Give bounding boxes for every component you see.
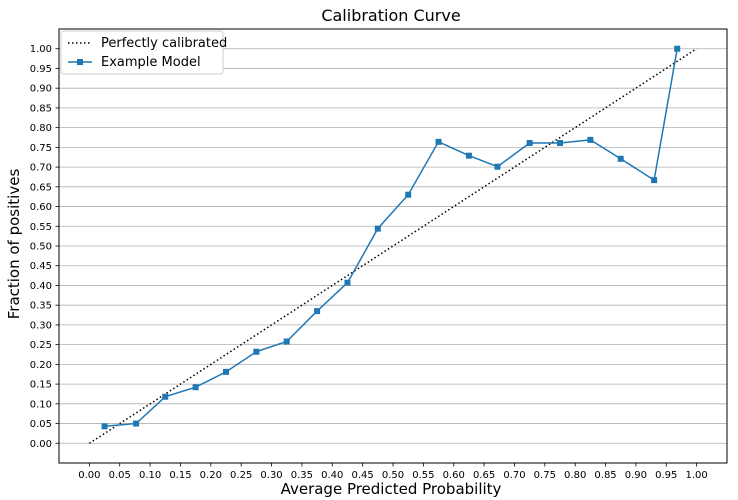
data-point: [253, 348, 260, 355]
y-tick-label: 0.50: [30, 242, 52, 253]
legend: Perfectly calibrated Example Model: [60, 30, 227, 75]
data-point: [133, 420, 140, 427]
x-tick-label: 0.35: [291, 470, 313, 481]
y-tick-label: 0.70: [30, 163, 52, 174]
legend-label-perfectly-calibrated: Perfectly calibrated: [101, 36, 227, 51]
y-tick-label: 0.25: [30, 340, 52, 351]
x-tick-label: 0.20: [200, 470, 222, 481]
data-point: [674, 45, 681, 52]
data-point: [223, 368, 229, 375]
y-tick-label: 0.35: [30, 301, 52, 312]
x-tick-label: 0.85: [594, 470, 616, 481]
data-point: [162, 393, 169, 400]
series-layer: [88, 45, 698, 444]
x-tick-label: 0.75: [534, 470, 556, 481]
data-point: [314, 308, 321, 315]
chart-title: Calibration Curve: [321, 6, 460, 25]
data-point: [374, 225, 381, 232]
y-tick-label: 0.00: [30, 439, 52, 450]
y-tick-label: 0.75: [30, 143, 52, 154]
data-point: [192, 384, 199, 391]
y-tick-label: 0.30: [30, 320, 52, 331]
grid-lines: [59, 48, 727, 444]
x-tick-label: 0.60: [443, 470, 465, 481]
x-tick-label: 0.80: [564, 470, 586, 481]
x-tick-label: 1.00: [686, 470, 708, 481]
x-tick-label: 0.15: [169, 470, 191, 481]
data-point: [617, 155, 624, 162]
legend-box: [60, 30, 224, 75]
x-tick-label: 0.10: [139, 470, 161, 481]
y-tick-label: 0.65: [30, 182, 52, 193]
x-tick-label: 0.90: [625, 470, 647, 481]
y-tick-label: 0.45: [30, 261, 52, 272]
y-tick-label: 0.90: [30, 84, 52, 95]
x-tick-label: 0.65: [473, 470, 495, 481]
y-tick-label: 0.60: [30, 202, 52, 213]
data-point: [557, 140, 563, 147]
x-axis-title: Average Predicted Probability: [281, 480, 502, 498]
y-axis-title: Fraction of positives: [5, 169, 23, 320]
legend-marker-example-model: [77, 59, 83, 65]
y-tick-label: 0.05: [30, 419, 52, 430]
y-tick-label: 0.85: [30, 103, 52, 114]
y-tick-label: 0.20: [30, 360, 52, 371]
x-tick-label: 0.25: [230, 470, 252, 481]
data-point: [526, 140, 533, 147]
data-point: [101, 423, 108, 430]
data-point: [435, 138, 442, 145]
data-point: [405, 191, 412, 198]
data-point: [587, 136, 594, 143]
x-tick-label: 0.55: [412, 470, 434, 481]
x-tick-label: 0.30: [260, 470, 282, 481]
x-axis-ticks: 0.00 0.05 0.10 0.15 0.20 0.25 0.30 0.35 0.40 0.45…: [78, 463, 708, 481]
x-tick-label: 0.45: [352, 470, 374, 481]
x-tick-label: 0.05: [109, 470, 131, 481]
y-axis-ticks: 0.00 0.05 0.10 0.15 0.20 0.25 0.30 0.35 0.40 0.45…: [30, 44, 59, 450]
x-tick-label: 0.70: [503, 470, 525, 481]
series-line-1: [104, 48, 678, 428]
y-tick-label: 1.00: [30, 44, 52, 55]
y-tick-label: 0.80: [30, 123, 52, 134]
y-tick-label: 0.40: [30, 281, 52, 292]
x-tick-label: 0.50: [382, 470, 404, 481]
data-point: [494, 163, 501, 170]
data-point: [651, 177, 658, 184]
data-point: [465, 152, 472, 159]
legend-label-example-model: Example Model: [101, 55, 201, 70]
y-tick-label: 0.55: [30, 222, 52, 233]
y-tick-label: 0.15: [30, 380, 52, 391]
y-tick-label: 0.10: [30, 399, 52, 410]
series-line-0: [88, 48, 698, 444]
x-tick-label: 0.95: [655, 470, 677, 481]
x-tick-label: 0.00: [78, 470, 100, 481]
x-tick-label: 0.40: [321, 470, 343, 481]
y-tick-label: 0.95: [30, 64, 52, 75]
data-point: [283, 338, 290, 345]
data-point: [344, 279, 351, 286]
